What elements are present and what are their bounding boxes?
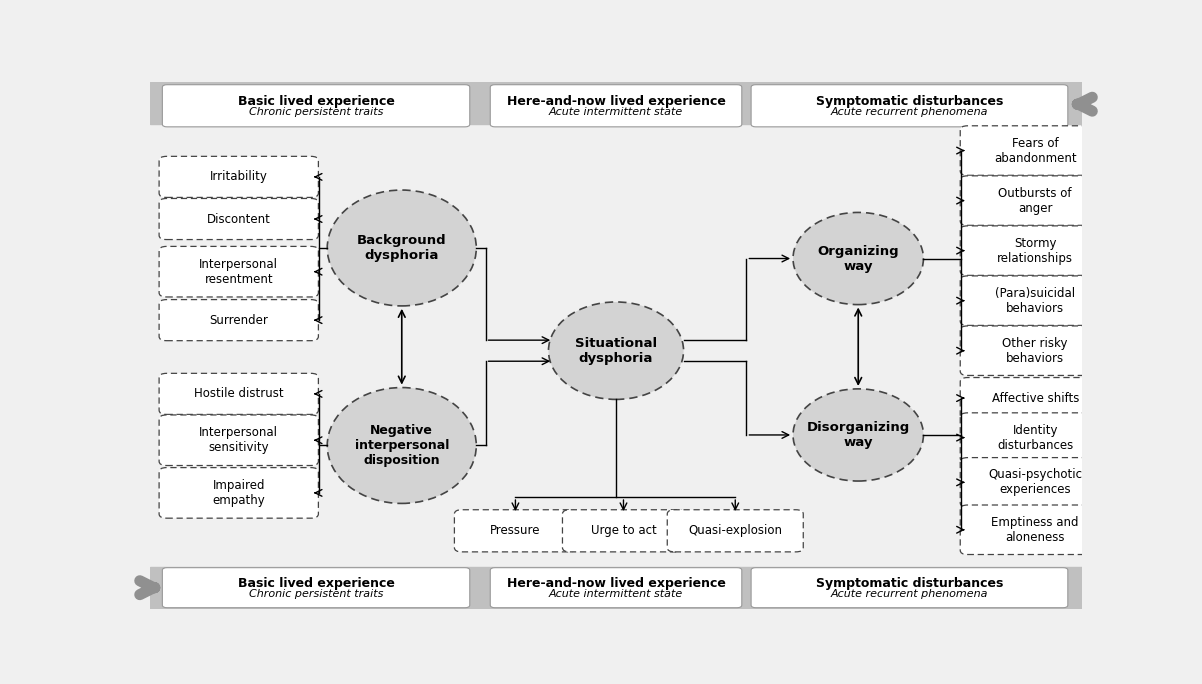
FancyBboxPatch shape bbox=[751, 85, 1067, 127]
Ellipse shape bbox=[327, 388, 476, 503]
Text: Urge to act: Urge to act bbox=[590, 525, 656, 538]
Text: Acute intermittent state: Acute intermittent state bbox=[549, 107, 683, 118]
Text: Basic lived experience: Basic lived experience bbox=[238, 95, 394, 108]
Text: Disorganizing
way: Disorganizing way bbox=[807, 421, 910, 449]
Text: Emptiness and
aloneness: Emptiness and aloneness bbox=[992, 516, 1079, 544]
FancyBboxPatch shape bbox=[960, 458, 1111, 507]
Text: Symptomatic disturbances: Symptomatic disturbances bbox=[816, 95, 1004, 108]
FancyBboxPatch shape bbox=[454, 510, 577, 552]
FancyBboxPatch shape bbox=[159, 198, 319, 239]
Bar bbox=[150, 566, 1082, 609]
FancyBboxPatch shape bbox=[159, 468, 319, 518]
FancyBboxPatch shape bbox=[490, 568, 742, 607]
Text: Discontent: Discontent bbox=[207, 213, 270, 226]
Bar bbox=[150, 82, 1082, 124]
Ellipse shape bbox=[327, 190, 476, 306]
FancyBboxPatch shape bbox=[563, 510, 684, 552]
Text: Here-and-now lived experience: Here-and-now lived experience bbox=[506, 95, 726, 108]
Ellipse shape bbox=[793, 389, 923, 481]
Text: Fears of
abandonment: Fears of abandonment bbox=[994, 137, 1077, 165]
Ellipse shape bbox=[793, 213, 923, 304]
Text: Here-and-now lived experience: Here-and-now lived experience bbox=[506, 577, 726, 590]
FancyBboxPatch shape bbox=[159, 157, 319, 198]
Text: Chronic persistent traits: Chronic persistent traits bbox=[249, 107, 383, 118]
FancyBboxPatch shape bbox=[960, 176, 1111, 225]
Text: Hostile distrust: Hostile distrust bbox=[194, 387, 284, 400]
Text: Interpersonal
sensitivity: Interpersonal sensitivity bbox=[200, 426, 278, 454]
Text: Acute recurrent phenomena: Acute recurrent phenomena bbox=[831, 107, 988, 118]
FancyBboxPatch shape bbox=[960, 226, 1111, 276]
Text: Quasi-psychotic
experiences: Quasi-psychotic experiences bbox=[988, 469, 1082, 497]
FancyBboxPatch shape bbox=[667, 510, 803, 552]
Text: Outbursts of
anger: Outbursts of anger bbox=[999, 187, 1072, 215]
Text: Surrender: Surrender bbox=[209, 314, 268, 327]
Text: Other risky
behaviors: Other risky behaviors bbox=[1002, 337, 1067, 365]
Text: Basic lived experience: Basic lived experience bbox=[238, 577, 394, 590]
FancyBboxPatch shape bbox=[960, 126, 1111, 175]
Text: Affective shifts: Affective shifts bbox=[992, 391, 1079, 405]
FancyBboxPatch shape bbox=[751, 568, 1067, 607]
FancyBboxPatch shape bbox=[960, 378, 1111, 419]
FancyBboxPatch shape bbox=[162, 568, 470, 607]
Text: Organizing
way: Organizing way bbox=[817, 244, 899, 272]
Text: Background
dysphoria: Background dysphoria bbox=[357, 234, 447, 262]
FancyBboxPatch shape bbox=[960, 326, 1111, 376]
FancyBboxPatch shape bbox=[159, 246, 319, 297]
FancyBboxPatch shape bbox=[159, 373, 319, 415]
Text: Pressure: Pressure bbox=[490, 525, 541, 538]
Text: (Para)suicidal
behaviors: (Para)suicidal behaviors bbox=[995, 287, 1076, 315]
Ellipse shape bbox=[548, 302, 684, 399]
FancyBboxPatch shape bbox=[960, 413, 1111, 462]
Text: Stormy
relationships: Stormy relationships bbox=[998, 237, 1073, 265]
Text: Identity
disturbances: Identity disturbances bbox=[998, 423, 1073, 451]
FancyBboxPatch shape bbox=[960, 276, 1111, 326]
Text: Interpersonal
resentment: Interpersonal resentment bbox=[200, 258, 278, 286]
Text: Chronic persistent traits: Chronic persistent traits bbox=[249, 589, 383, 599]
Text: Negative
interpersonal
disposition: Negative interpersonal disposition bbox=[355, 424, 450, 467]
Text: Acute intermittent state: Acute intermittent state bbox=[549, 589, 683, 599]
Text: Acute recurrent phenomena: Acute recurrent phenomena bbox=[831, 589, 988, 599]
FancyBboxPatch shape bbox=[960, 505, 1111, 555]
FancyBboxPatch shape bbox=[490, 85, 742, 127]
Text: Symptomatic disturbances: Symptomatic disturbances bbox=[816, 577, 1004, 590]
Text: Irritability: Irritability bbox=[210, 170, 268, 183]
FancyBboxPatch shape bbox=[159, 415, 319, 466]
Text: Situational
dysphoria: Situational dysphoria bbox=[575, 337, 657, 365]
FancyBboxPatch shape bbox=[159, 300, 319, 341]
Text: Impaired
empathy: Impaired empathy bbox=[213, 479, 266, 507]
FancyBboxPatch shape bbox=[162, 85, 470, 127]
Text: Quasi-explosion: Quasi-explosion bbox=[689, 525, 783, 538]
